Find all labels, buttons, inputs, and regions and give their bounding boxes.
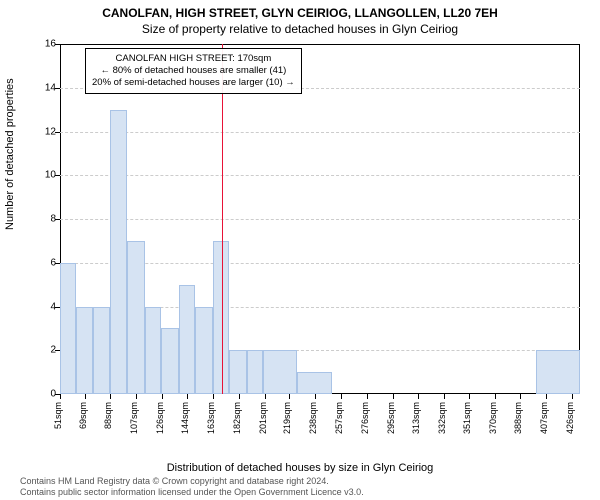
histogram-bar: [145, 307, 161, 395]
xtick-label: 426sqm: [565, 402, 575, 434]
xtick-mark: [265, 394, 266, 399]
histogram-bar: [110, 110, 126, 394]
histogram-bar: [263, 350, 297, 394]
xtick-mark: [60, 394, 61, 399]
xtick-label: 351sqm: [462, 402, 472, 434]
ytick-label: 10: [30, 170, 56, 181]
xtick-mark: [239, 394, 240, 399]
xtick-mark: [187, 394, 188, 399]
xtick-mark: [393, 394, 394, 399]
xtick-mark: [572, 394, 573, 399]
xtick-label: 201sqm: [258, 402, 268, 434]
xtick-label: 370sqm: [488, 402, 498, 434]
footer-attribution: Contains HM Land Registry data © Crown c…: [20, 476, 364, 498]
x-axis-label: Distribution of detached houses by size …: [0, 462, 600, 474]
xtick-label: 257sqm: [334, 402, 344, 434]
ytick-label: 6: [30, 257, 56, 268]
xtick-label: 276sqm: [360, 402, 370, 434]
chart-plot-area: 024681012141651sqm69sqm88sqm107sqm126sqm…: [60, 44, 580, 394]
ytick-label: 4: [30, 301, 56, 312]
ytick-label: 8: [30, 214, 56, 225]
histogram-bar: [93, 307, 111, 395]
xtick-label: 295sqm: [386, 402, 396, 434]
xtick-label: 88sqm: [103, 402, 113, 429]
ytick-label: 12: [30, 126, 56, 137]
histogram-bar: [247, 350, 263, 394]
xtick-mark: [136, 394, 137, 399]
annotation-line: CANOLFAN HIGH STREET: 170sqm: [92, 53, 295, 65]
histogram-bar: [229, 350, 247, 394]
chart-title-address: CANOLFAN, HIGH STREET, GLYN CEIRIOG, LLA…: [0, 6, 600, 20]
annotation-box: CANOLFAN HIGH STREET: 170sqm← 80% of det…: [85, 48, 302, 94]
ytick-label: 16: [30, 39, 56, 50]
footer-line1: Contains HM Land Registry data © Crown c…: [20, 476, 364, 487]
annotation-line: ← 80% of detached houses are smaller (41…: [92, 65, 295, 77]
annotation-line: 20% of semi-detached houses are larger (…: [92, 77, 295, 89]
xtick-label: 163sqm: [206, 402, 216, 434]
histogram-bar: [297, 372, 331, 394]
xtick-mark: [213, 394, 214, 399]
histogram-bar: [179, 285, 195, 394]
histogram-bar: [76, 307, 92, 395]
xtick-label: 388sqm: [513, 402, 523, 434]
xtick-label: 313sqm: [411, 402, 421, 434]
xtick-label: 182sqm: [232, 402, 242, 434]
xtick-mark: [85, 394, 86, 399]
xtick-label: 238sqm: [308, 402, 318, 434]
histogram-bar: [127, 241, 145, 394]
footer-line2: Contains public sector information licen…: [20, 487, 364, 498]
xtick-label: 51sqm: [53, 402, 63, 429]
xtick-mark: [341, 394, 342, 399]
histogram-bar: [213, 241, 229, 394]
xtick-label: 107sqm: [129, 402, 139, 434]
xtick-mark: [546, 394, 547, 399]
histogram-bar: [60, 263, 76, 394]
gridline-h: [60, 132, 580, 133]
xtick-mark: [315, 394, 316, 399]
chart-subtitle: Size of property relative to detached ho…: [0, 22, 600, 36]
reference-line: [222, 44, 223, 394]
histogram-bar: [536, 350, 580, 394]
xtick-label: 407sqm: [539, 402, 549, 434]
gridline-h: [60, 175, 580, 176]
histogram-bar: [161, 328, 179, 394]
xtick-mark: [418, 394, 419, 399]
gridline-h: [60, 219, 580, 220]
ytick-label: 2: [30, 345, 56, 356]
xtick-mark: [162, 394, 163, 399]
xtick-mark: [367, 394, 368, 399]
xtick-mark: [495, 394, 496, 399]
xtick-mark: [289, 394, 290, 399]
xtick-label: 69sqm: [78, 402, 88, 429]
xtick-mark: [469, 394, 470, 399]
y-axis-label: Number of detached properties: [4, 78, 16, 230]
ytick-label: 14: [30, 82, 56, 93]
xtick-label: 126sqm: [155, 402, 165, 434]
xtick-label: 219sqm: [282, 402, 292, 434]
ytick-label: 0: [30, 389, 56, 400]
xtick-mark: [520, 394, 521, 399]
xtick-mark: [444, 394, 445, 399]
xtick-label: 332sqm: [437, 402, 447, 434]
xtick-label: 144sqm: [180, 402, 190, 434]
xtick-mark: [110, 394, 111, 399]
histogram-bar: [195, 307, 213, 395]
